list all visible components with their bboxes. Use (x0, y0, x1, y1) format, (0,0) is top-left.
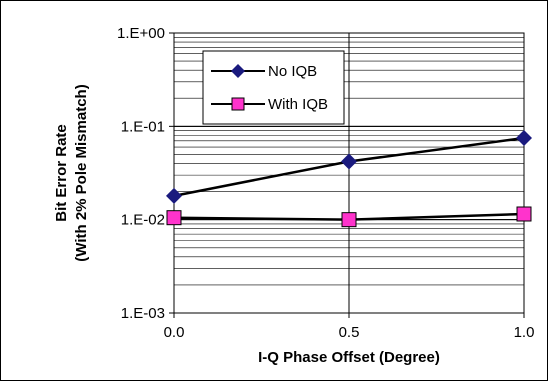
legend: No IQB With IQB (202, 50, 345, 125)
y-axis-title-line2: (With 2% Pole Mismatch) (73, 84, 90, 261)
data-point-with-iqb (166, 210, 182, 226)
x-tick-label: 1.0 (514, 324, 535, 341)
data-point-no-iqb (166, 187, 182, 204)
y-tick-label: 1.E+00 (117, 25, 165, 42)
data-point-with-iqb (341, 212, 357, 228)
y-axis-title-line1: Bit Error Rate (53, 124, 70, 222)
legend-marker-with-iqb (231, 97, 245, 111)
legend-label-with-iqb: With IQB (268, 96, 328, 113)
x-axis-title: I-Q Phase Offset (Degree) (258, 349, 440, 366)
data-point-with-iqb (516, 206, 532, 222)
x-tick-label: 0.0 (164, 324, 185, 341)
data-point-no-iqb (341, 153, 357, 170)
axis-ticks: 1.E-03 1.E-02 1.E-01 1.E+00 0.0 0.5 1.0 (117, 25, 534, 341)
legend-box (202, 50, 345, 125)
data-markers (166, 129, 532, 228)
data-point-no-iqb (516, 129, 532, 146)
y-tick-label: 1.E-03 (121, 305, 165, 322)
y-tick-label: 1.E-02 (121, 212, 165, 229)
legend-marker-no-iqb (231, 64, 245, 78)
y-tick-label: 1.E-01 (121, 118, 165, 135)
x-tick-label: 0.5 (339, 324, 360, 341)
legend-label-no-iqb: No IQB (268, 63, 317, 80)
